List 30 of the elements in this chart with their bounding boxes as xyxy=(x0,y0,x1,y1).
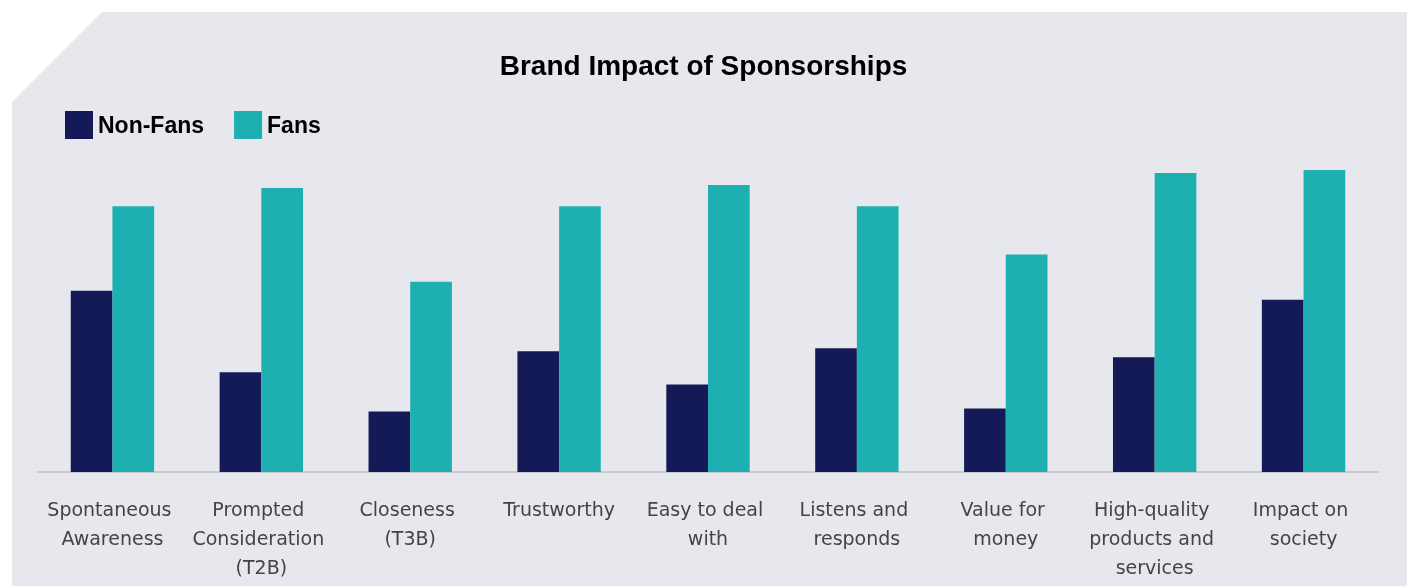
bar xyxy=(410,281,452,472)
x-tick-label: Value for money xyxy=(960,497,1051,549)
x-tick-label: Listens and responds xyxy=(799,497,915,549)
bar xyxy=(1112,357,1155,472)
x-tick-label: High-quality products and services xyxy=(1089,497,1221,578)
x-tick-label: Easy to deal with xyxy=(646,497,770,549)
bar xyxy=(368,411,411,472)
x-tick-label: Closeness (T3B) xyxy=(359,497,461,549)
x-tick-label: Impact on society xyxy=(1252,497,1355,549)
bar xyxy=(70,290,113,472)
bar xyxy=(112,206,155,472)
legend-label: Fans xyxy=(267,112,321,138)
bar xyxy=(1154,173,1197,472)
bar xyxy=(1303,170,1346,472)
bar xyxy=(261,188,304,472)
bar xyxy=(964,408,1006,472)
x-tick-label: Spontaneous Awareness xyxy=(47,497,178,549)
bar xyxy=(1261,299,1304,472)
bar xyxy=(666,384,708,472)
bar xyxy=(517,351,560,472)
bar xyxy=(856,206,899,472)
legend-label: Non-Fans xyxy=(98,112,205,138)
bar xyxy=(219,372,262,472)
x-tick-label: Trustworthy xyxy=(502,497,615,520)
bar xyxy=(1005,254,1048,472)
bar xyxy=(815,348,857,472)
bar xyxy=(708,185,750,472)
x-tick-label: Prompted Consideration (T2B) xyxy=(192,497,331,578)
bar xyxy=(559,206,601,472)
chart-title: Brand Impact of Sponsorships xyxy=(499,49,908,81)
